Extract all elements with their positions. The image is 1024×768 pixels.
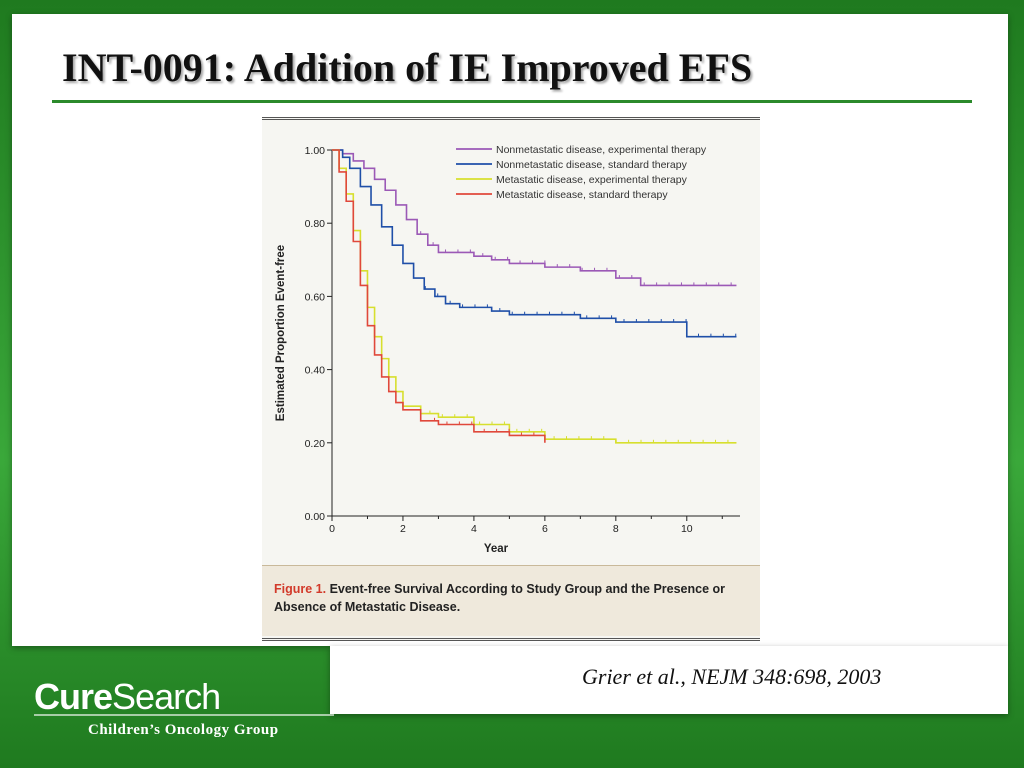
x-axis-title: Year xyxy=(484,543,509,555)
logo-subtitle: Children’s Oncology Group xyxy=(88,722,279,738)
series-censor-marks-1 xyxy=(420,231,732,286)
citation-rest: , NEJM 348:698, 2003 xyxy=(680,664,882,689)
cure-search-logo: CureSearch xyxy=(34,676,221,718)
citation: Grier et al., NEJM 348:698, 2003 xyxy=(582,664,881,690)
title-underline xyxy=(52,100,972,103)
series-line-4 xyxy=(332,149,546,443)
x-tick-label: 4 xyxy=(471,523,477,535)
series-censor-marks-4 xyxy=(434,417,535,436)
caption-text: Figure 1. Event-free Survival According … xyxy=(274,580,744,616)
y-tick-label: 1.00 xyxy=(305,145,326,157)
legend-label-4: Metastatic disease, standard therapy xyxy=(496,189,668,201)
logo-bold-text: Cure xyxy=(34,676,113,717)
figure-box: 0.00 0.20 0.40 0.60 0.80 1.00 0 2 4 6 8 10 Year Estim… xyxy=(262,117,760,641)
x-tick-label: 0 xyxy=(329,523,335,535)
legend-label-1: Nonmetastatic disease, experimental ther… xyxy=(496,144,707,156)
slide-title: INT-0091: Addition of IE Improved EFS xyxy=(62,45,753,90)
y-tick-label: 0.00 xyxy=(305,511,326,523)
caption-body: Event-free Survival According to Study G… xyxy=(274,582,726,614)
figure-caption: Figure 1. Event-free Survival According … xyxy=(262,565,760,636)
series-line-2 xyxy=(332,149,737,338)
y-tick-label: 0.60 xyxy=(305,291,326,303)
logo-regular-text: Search xyxy=(112,676,221,717)
legend-label-2: Nonmetastatic disease, standard therapy xyxy=(496,159,688,171)
series-censor-marks-3 xyxy=(429,410,729,443)
citation-author: Grier et al. xyxy=(582,664,681,689)
logo-divider xyxy=(34,714,334,716)
km-survival-chart: 0.00 0.20 0.40 0.60 0.80 1.00 0 2 4 6 8 10 Year Estim… xyxy=(275,144,740,555)
legend-label-3: Metastatic disease, experimental therapy xyxy=(496,174,688,186)
x-tick-label: 6 xyxy=(542,523,548,535)
caption-label: Figure 1. xyxy=(274,582,327,596)
footer-panel xyxy=(330,646,1008,714)
x-tick-label: 2 xyxy=(400,523,406,535)
y-tick-label: 0.80 xyxy=(305,218,326,230)
x-tick-label: 8 xyxy=(613,523,619,535)
series-censor-marks-2 xyxy=(424,286,737,337)
y-axis-title: Estimated Proportion Event-free xyxy=(275,245,287,421)
y-tick-label: 0.40 xyxy=(305,365,326,377)
x-tick-label: 10 xyxy=(681,523,693,535)
y-tick-label: 0.20 xyxy=(305,438,326,450)
